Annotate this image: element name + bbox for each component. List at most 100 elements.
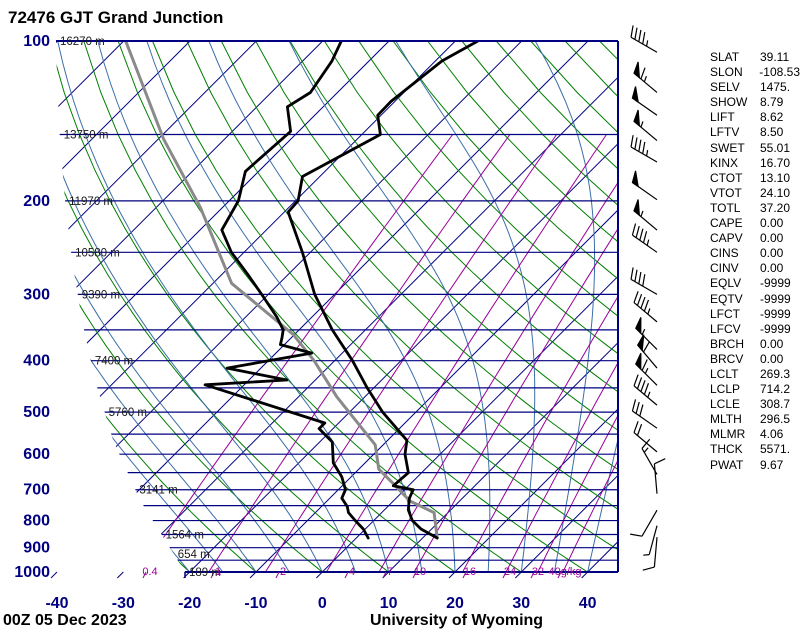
pressure-label: 300 [23,286,50,303]
mixing-ratio-label: 40g/kg [548,566,581,578]
plot-border [50,40,619,579]
wind-barb [631,399,658,429]
index-row-pwat: PWAT 9.67 [710,458,800,473]
index-value: 4.06 [760,427,784,442]
altitude-label: 7400 m [95,356,133,368]
index-row-lift: LIFT 8.62 [710,110,800,125]
altitude-label: 654 m [178,549,210,561]
wind-barb [633,374,658,406]
index-value: -108.53 [759,65,800,80]
index-label: VTOT [710,185,742,200]
wind-barb [642,537,658,571]
pressure-label: 400 [23,353,50,370]
index-row-thck: THCK 5571. [710,442,800,457]
index-value: -9999 [760,306,791,321]
index-label: CINV [710,261,739,276]
index-row-lfcv: LFCV -9999 [710,322,800,337]
altitude-label: 189 m [189,567,221,579]
altitude-label: 1564 m [166,530,204,542]
index-value: -9999 [760,291,791,306]
temperature-label: -30 [112,595,135,612]
index-value: 39.11 [760,50,790,64]
temperature-label: 10 [380,595,398,612]
wind-barb [631,86,658,116]
index-value: 0.00 [760,351,784,366]
index-value: 0.00 [760,336,784,351]
index-row-mlth: MLTH 296.5 [710,412,800,427]
index-row-ctot: CTOT 13.10 [710,171,800,186]
wind-barb [630,267,658,295]
index-value: 16.70 [760,155,791,170]
index-value: 714.2 [760,382,791,397]
pressure-label: 700 [23,482,50,499]
index-row-lclp: LCLP 714.2 [710,382,800,397]
index-row-cins: CINS 0.00 [710,246,800,261]
pressure-label: 900 [23,540,50,557]
index-row-lfct: LFCT -9999 [710,307,800,322]
mixing-ratio-label: 16 [464,566,476,578]
mixing-ratio-label: 2 [280,566,286,578]
temperature-label: 0 [318,595,327,612]
index-row-slon: SLON -108.53 [710,65,800,80]
temperature-trace [286,41,480,540]
index-value: 0.00 [760,261,784,276]
index-value: 5571. [760,442,791,457]
wind-barb [631,170,658,201]
index-row-vtot: VTOT 24.10 [710,186,800,201]
wind-barb [633,421,658,453]
mixing-ratio-label: 24 [504,566,516,578]
temperature-label: -40 [45,595,68,612]
mixing-ratio-label: 1 [215,566,221,578]
index-value: 8.62 [760,110,784,125]
temperature-label: -20 [178,595,201,612]
index-value: 269.3 [760,366,791,381]
mixing-ratio-label: 10 [414,566,426,578]
index-label: CTOT [710,170,743,185]
wind-barb [635,352,658,386]
index-label: SELV [710,80,740,95]
index-value: 1475. [760,80,791,95]
index-row-mlmr: MLMR 4.06 [710,427,800,442]
index-label: SLAT [710,50,740,64]
index-label: KINX [710,155,739,170]
altitude-label: 16270 m [60,36,105,48]
index-label: EQLV [710,276,742,291]
index-row-kinx: KINX 16.70 [710,156,800,171]
pressure-label: 500 [23,404,50,421]
index-value: 9.67 [760,457,784,472]
wind-barb [631,223,658,253]
index-row-brch: BRCH 0.00 [710,337,800,352]
mixing-ratio-label: 4 [349,566,355,578]
index-label: PWAT [710,457,744,472]
index-value: 55.01 [760,140,791,155]
wind-barb [633,199,658,231]
wind-barb [643,525,658,556]
index-value: 0.00 [760,231,784,246]
mixing-ratio-label: 0.4 [142,566,157,578]
wind-barb [630,135,658,163]
mixing-ratio-label: 7 [387,566,393,578]
wind-barb [633,109,658,142]
index-row-lftv: LFTV 8.50 [710,125,800,140]
index-label: TOTL [710,200,741,215]
pressure-label: 800 [23,513,50,530]
index-row-cape: CAPE 0.00 [710,216,800,231]
wind-barb-column [630,25,666,571]
index-row-slat: SLAT 39.11 [710,50,800,65]
index-label: LFCT [710,306,740,321]
altitude-label: 11970 m [69,196,113,208]
wind-barb [635,317,658,350]
wind-barb [630,25,658,53]
pressure-label: 1000 [14,564,50,581]
wind-barb [653,458,666,494]
pressure-label: 600 [23,446,50,463]
index-row-eqlv: EQLV -9999 [710,276,800,291]
dewpoint-trace [203,41,370,540]
temperature-label: 20 [446,595,464,612]
index-row-lclt: LCLT 269.3 [710,367,800,382]
index-row-show: SHOW 8.79 [710,95,800,110]
index-row-brcv: BRCV 0.00 [710,352,800,367]
index-value: 8.79 [760,95,784,110]
index-value: 24.10 [760,185,791,200]
index-label: LCLE [710,397,741,412]
